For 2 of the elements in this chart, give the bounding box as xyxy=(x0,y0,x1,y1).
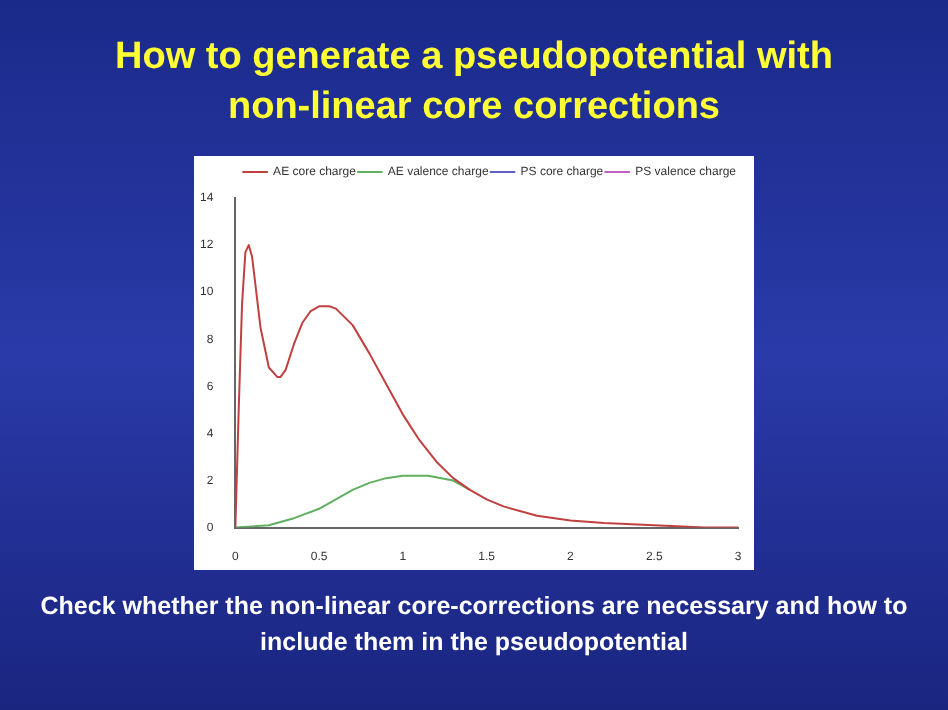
text: Check whether the non-linear core-corrections are necessary and how to include them in the pseudopotential xyxy=(38,590,910,660)
chart-title: How to generate a pseudopotential with non-linear core corrections xyxy=(113,34,835,132)
